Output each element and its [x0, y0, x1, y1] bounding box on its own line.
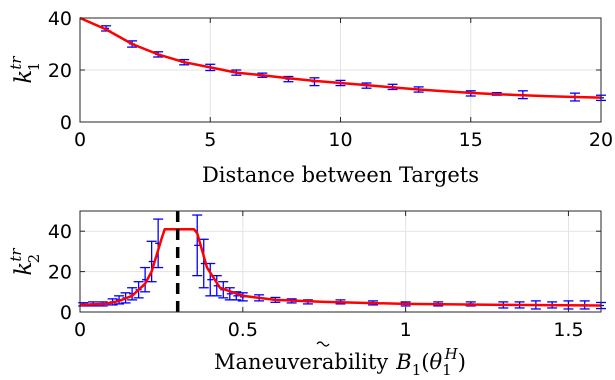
y-axis-label-top: ktr1: [7, 56, 43, 84]
y-tick-label: 40: [48, 8, 72, 30]
x-axis-label-top: Distance between Targets: [202, 163, 479, 187]
series-line: [79, 16, 602, 99]
x-tick-label: 5: [204, 129, 216, 151]
x-tick-label: 0.5: [228, 319, 258, 341]
x-axis-label-bottom: Maneuverability B1(θ1H): [214, 345, 466, 379]
chart-panel-bottom: 0 0.5 1 1.5 0 20 40 Maneuverability B1(θ1H) ktr…: [7, 210, 606, 379]
y-tick-label: 0: [60, 302, 72, 324]
lines-bottom: [79, 211, 602, 312]
chart-panel-top: 0 5 10 15 20 0 20 40 Distance between Targets k…: [7, 8, 613, 187]
series-line: [79, 227, 602, 307]
y-tick-label: 40: [48, 221, 72, 243]
errorbar: [192, 214, 203, 277]
x-tick-label: 1: [400, 319, 412, 341]
y-tick-label: 0: [60, 112, 72, 134]
x-tick-label: 15: [459, 129, 483, 151]
x-tick-label: 1.5: [553, 319, 583, 341]
x-tick-label: 0: [74, 319, 86, 341]
y-tick-label: 20: [48, 60, 72, 82]
x-tick-label: 10: [328, 129, 352, 151]
ticks-top: 0 5 10 15 20 0 20 40: [48, 8, 613, 151]
lines-top: [79, 16, 602, 99]
x-tick-label: 20: [589, 129, 613, 151]
y-tick-label: 20: [48, 262, 72, 284]
x-tick-label: 0: [74, 129, 86, 151]
ticks-bottom: 0 0.5 1 1.5 0 20 40: [48, 211, 601, 341]
plot-area-bottom: [80, 211, 601, 312]
axes-box-bottom: [79, 210, 602, 313]
tilde-mark: [316, 341, 330, 347]
y-axis-label-bottom: ktr2: [7, 248, 43, 276]
